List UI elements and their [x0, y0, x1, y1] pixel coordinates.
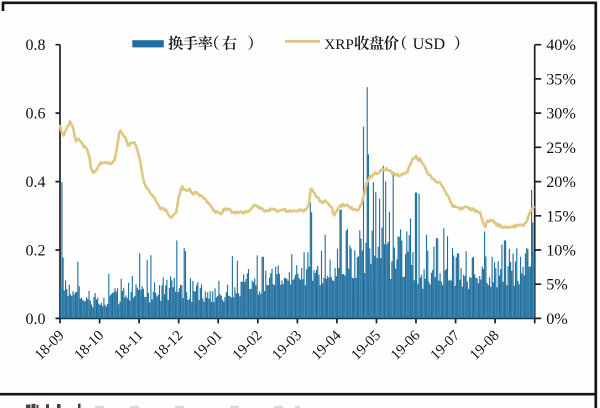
svg-text:0%: 0%	[546, 310, 568, 328]
svg-text:40%: 40%	[546, 36, 576, 54]
svg-text:30%: 30%	[546, 105, 576, 123]
svg-text:XRP: XRP	[324, 36, 354, 53]
svg-text:0.2: 0.2	[26, 243, 46, 260]
svg-text:25%: 25%	[546, 139, 576, 157]
svg-text:USD: USD	[413, 34, 446, 53]
svg-text:0.8: 0.8	[26, 37, 46, 54]
svg-text:10%: 10%	[546, 242, 576, 260]
svg-text:0.6: 0.6	[26, 106, 46, 123]
svg-text:35%: 35%	[546, 70, 576, 88]
svg-text:20%: 20%	[546, 173, 576, 191]
svg-text:0.4: 0.4	[26, 174, 46, 191]
svg-text:15%: 15%	[546, 207, 576, 225]
svg-text:0.0: 0.0	[26, 311, 46, 328]
svg-text:5%: 5%	[546, 276, 568, 294]
